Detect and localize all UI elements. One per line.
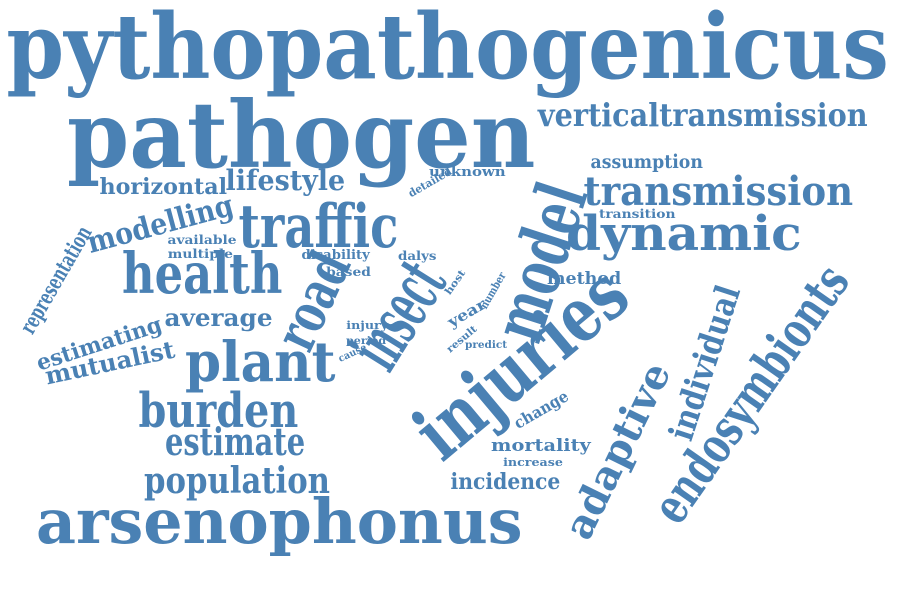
word-method: method xyxy=(546,268,622,289)
word-mortality: mortality xyxy=(491,435,591,456)
word-estimate: estimate xyxy=(165,419,306,464)
word-burden: burden xyxy=(137,383,298,439)
word-available: available xyxy=(167,233,237,247)
word-dynamic: dynamic xyxy=(566,206,802,262)
word-predict: predict xyxy=(464,340,508,351)
word-unknown: unknown xyxy=(428,164,506,180)
word-pathogen: pathogen xyxy=(66,81,536,189)
word-based: based xyxy=(325,265,371,279)
word-multiple: multiple xyxy=(167,247,233,261)
word-health: health xyxy=(122,241,283,307)
word-transmission: transmission xyxy=(582,168,853,215)
word-injury: injury xyxy=(346,318,389,332)
word-pythopathogenicus: pythopathogenicus xyxy=(5,0,889,100)
word-plant: plant xyxy=(184,328,336,394)
word-representation: representation xyxy=(14,221,97,339)
word-transition: transition xyxy=(598,207,676,221)
word-average: average xyxy=(163,303,273,332)
word-traffic: traffic xyxy=(237,192,398,262)
word-arsenophonus: arsenophonus xyxy=(35,485,523,558)
word-dalys: dalys xyxy=(397,249,437,263)
word-assumption: assumption xyxy=(589,150,703,173)
word-increase: increase xyxy=(503,455,563,469)
word-population: population xyxy=(144,460,331,502)
word-horizontal: horizontal xyxy=(98,174,227,200)
word-cause: cause xyxy=(336,342,369,365)
word-disability: disability xyxy=(300,247,370,263)
word-lifestyle: lifestyle xyxy=(224,164,345,197)
word-incidence: incidence xyxy=(450,469,560,495)
word-period: period xyxy=(345,336,387,347)
word-verticaltransmission: verticaltransmission xyxy=(537,96,868,134)
